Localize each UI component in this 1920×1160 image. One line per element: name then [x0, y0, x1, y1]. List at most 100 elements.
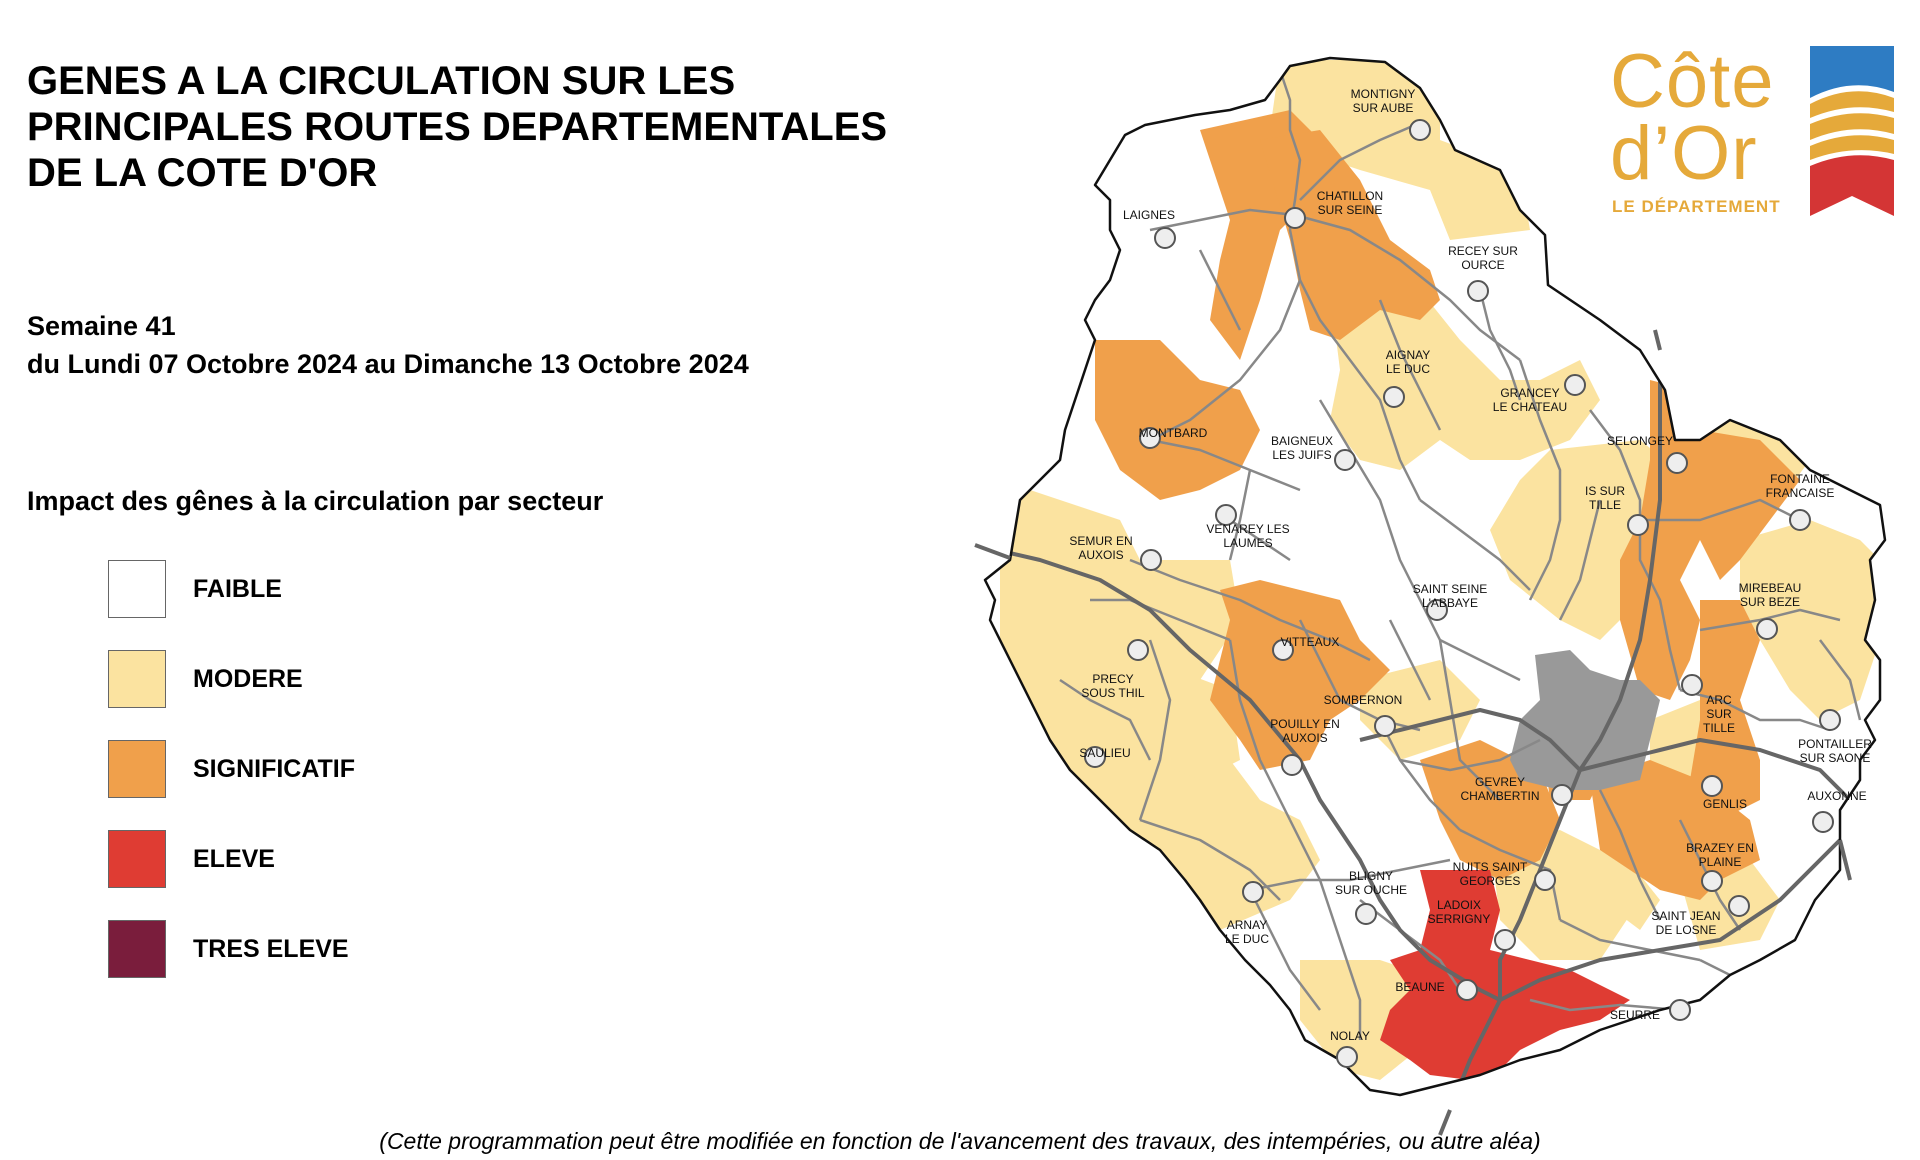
urban-area-dijon — [1510, 650, 1660, 790]
town-marker-icon — [1494, 929, 1516, 951]
town-marker-icon — [1534, 869, 1556, 891]
town-label: NOLAY — [1330, 1029, 1370, 1043]
legend-swatch-faible — [108, 560, 166, 618]
town-seurre: SEURRE — [1610, 999, 1691, 1022]
town-label: L'ABBAYE — [1422, 596, 1478, 610]
town-marker-icon — [1281, 754, 1303, 776]
legend-label-significatif: SIGNIFICATIF — [193, 755, 356, 783]
town-marker-icon — [1284, 207, 1306, 229]
town-selongey: SELONGEY — [1607, 434, 1688, 474]
town-label: MONTBARD — [1139, 426, 1208, 440]
town-label: LAUMES — [1223, 536, 1272, 550]
town-marker-icon — [1456, 979, 1478, 1001]
town-saulieu: SAULIEU — [1079, 746, 1131, 768]
town-label: SAINT SEINE — [1413, 582, 1487, 596]
town-label: AUXOIS — [1282, 731, 1327, 745]
town-marker-icon — [1242, 881, 1264, 903]
town-sombernon: SOMBERNON — [1324, 693, 1403, 737]
town-label: TILLE — [1703, 721, 1735, 735]
town-label: CHAMBERTIN — [1460, 789, 1539, 803]
town-beaune: BEAUNE — [1395, 979, 1478, 1001]
town-label: LES JUIFS — [1272, 448, 1331, 462]
week-info: Semaine 41 du Lundi 07 Octobre 2024 au D… — [27, 307, 749, 383]
town-marker-icon — [1140, 549, 1162, 571]
town-label: AUXONNE — [1807, 789, 1866, 803]
town-auxonne: AUXONNE — [1807, 789, 1867, 833]
legend-label-modere: MODERE — [193, 665, 303, 693]
town-label: CHATILLON — [1317, 189, 1383, 203]
logo-line-1: Côte — [1610, 39, 1775, 124]
town-marker-icon — [1681, 674, 1703, 696]
town-label: POUILLY EN — [1270, 717, 1340, 731]
town-genlis: GENLIS — [1701, 775, 1747, 811]
town-label: SUR SEINE — [1318, 203, 1383, 217]
town-marker-icon — [1426, 599, 1448, 621]
highways — [985, 350, 1882, 1095]
town-marker-icon — [1728, 895, 1750, 917]
town-label: SAINT JEAN — [1651, 909, 1720, 923]
town-label: GEORGES — [1460, 874, 1521, 888]
town-label: MIREBEAU — [1739, 581, 1802, 595]
town-marker-icon — [1819, 709, 1841, 731]
town-montbard: MONTBARD — [1139, 426, 1208, 449]
legend-label-eleve: ELEVE — [193, 845, 275, 873]
town-label: SOMBERNON — [1324, 693, 1403, 707]
town-label: MONTIGNY — [1351, 87, 1416, 101]
town-label: SOUS THIL — [1081, 686, 1144, 700]
town-label: AUXOIS — [1078, 548, 1123, 562]
town-label: SUR AUBE — [1353, 101, 1414, 115]
town-label: VENAREY LES — [1206, 522, 1289, 536]
logo-line-2: d’Or — [1610, 111, 1758, 196]
town-marker-icon — [1564, 374, 1586, 396]
town-marker-icon — [1127, 639, 1149, 661]
town-label: FRANCAISE — [1766, 486, 1835, 500]
legend-label-faible: FAIBLE — [193, 575, 282, 603]
town-marker-icon — [1272, 639, 1294, 661]
town-marker-icon — [1812, 811, 1834, 833]
town-label: SEMUR EN — [1069, 534, 1132, 548]
town-label: GEVREY — [1475, 775, 1525, 789]
town-marker-icon — [1409, 119, 1431, 141]
town-label: GENLIS — [1703, 797, 1747, 811]
legend-label-tres-eleve: TRES ELEVE — [193, 935, 349, 963]
town-label: BAIGNEUX — [1271, 434, 1333, 448]
town-label: LE CHATEAU — [1493, 400, 1567, 414]
town-label: ARNAY — [1227, 918, 1267, 932]
town-marker-icon — [1551, 784, 1573, 806]
town-label: PLAINE — [1699, 855, 1742, 869]
town-label: OURCE — [1461, 258, 1504, 272]
town-marker-icon — [1084, 746, 1106, 768]
town-label: GRANCEY — [1500, 386, 1559, 400]
town-marker-icon — [1669, 999, 1691, 1021]
town-label: SUR — [1706, 707, 1732, 721]
title-line-3: DE LA COTE D'OR — [27, 151, 378, 195]
town-marker-icon — [1467, 280, 1489, 302]
town-label: TILLE — [1589, 498, 1621, 512]
town-marker-icon — [1627, 514, 1649, 536]
town-marker-icon — [1154, 227, 1176, 249]
town-nolay: NOLAY — [1330, 1029, 1370, 1068]
town-label: BLIGNY — [1349, 869, 1393, 883]
town-label: DE LOSNE — [1656, 923, 1717, 937]
title-line-2: PRINCIPALES ROUTES DEPARTEMENTALES — [27, 105, 888, 149]
town-label: SUR OUCHE — [1335, 883, 1407, 897]
cote-dor-logo: Côte d’Or LE DÉPARTEMENT — [1610, 44, 1900, 224]
town-marker-icon — [1701, 775, 1723, 797]
